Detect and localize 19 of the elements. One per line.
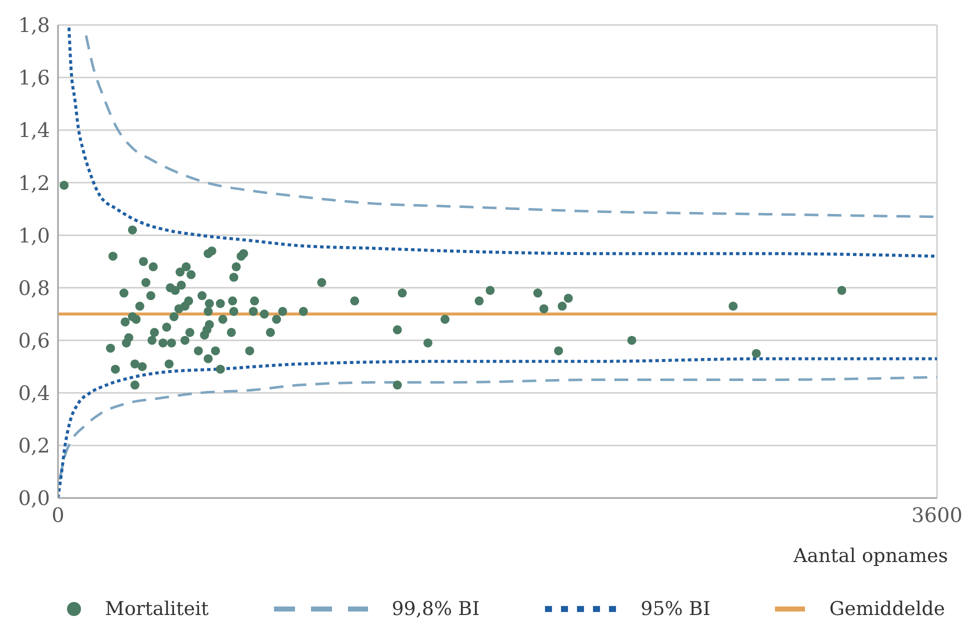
- y-tick-label: 1,0: [18, 223, 50, 248]
- y-tick-label: 1,6: [18, 66, 50, 90]
- line-series: [58, 376, 937, 481]
- y-tick-label: 0,8: [18, 276, 50, 300]
- y-tick-label: 1,8: [18, 13, 50, 38]
- y-tick-label: 0,2: [18, 434, 50, 458]
- legend-label: Gemiddelde: [829, 598, 945, 620]
- y-tick-label: 1,4: [18, 118, 50, 142]
- y-tick-label: 0,4: [18, 380, 50, 405]
- x-tick-label: 3600: [912, 503, 962, 528]
- x-axis-title: Aantal opnames: [793, 545, 948, 567]
- y-tick-label: 0,0: [18, 486, 50, 510]
- x-tick-label: 0: [52, 503, 64, 528]
- line-series: [67, 26, 937, 258]
- legend-label: 95% BI: [640, 598, 710, 620]
- legend-label: 99,8% BI: [392, 598, 480, 620]
- legend-label: Mortaliteit: [105, 598, 209, 620]
- y-tick-label: 1,2: [18, 170, 50, 195]
- y-tick-label: 0,6: [18, 328, 50, 352]
